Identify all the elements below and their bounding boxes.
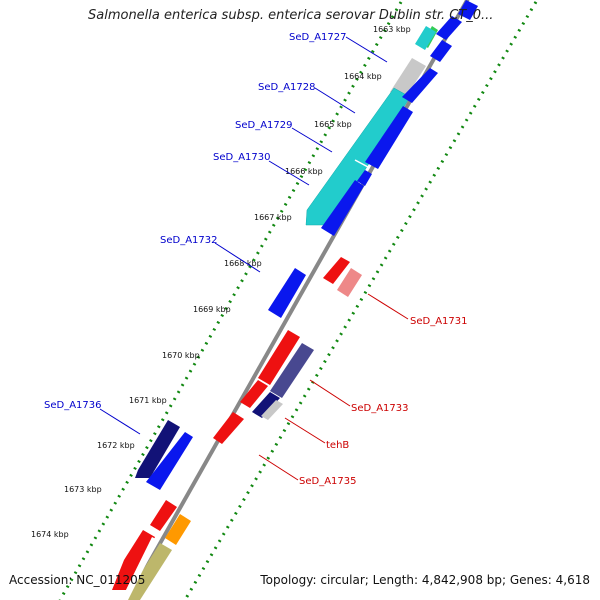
gene-label-SeD_A1727[interactable]: SeD_A1727	[289, 32, 347, 43]
genome-summary-text: Topology: circular; Length: 4,842,908 bp…	[260, 573, 590, 587]
tick-label-1670: 1670 kbp	[162, 351, 200, 360]
gene-feature-blue-1730	[321, 180, 364, 236]
tick-label-1668: 1668 kbp	[224, 259, 262, 268]
gene-feature-grey	[390, 58, 426, 100]
gene-feature-red-tehB	[240, 380, 268, 408]
tick-label-1672: 1672 kbp	[97, 441, 135, 450]
dotted-guide-right	[183, 0, 539, 600]
callout-line-1729	[291, 127, 333, 153]
gene-label-SeD_A1733[interactable]: SeD_A1733	[351, 403, 409, 414]
gene-label-SeD_A1728[interactable]: SeD_A1728	[258, 82, 316, 93]
tick-label-1664: 1664 kbp	[344, 72, 382, 81]
gene-label-SeD_A1735[interactable]: SeD_A1735	[299, 476, 357, 487]
tick-label-1666: 1666 kbp	[285, 167, 323, 176]
gene-label-SeD_A1730[interactable]: SeD_A1730	[213, 152, 271, 163]
tick-label-1671: 1671 kbp	[129, 396, 167, 405]
gene-feature-cyan-1	[415, 26, 436, 50]
dotted-guide-left	[58, 0, 404, 600]
accession-text: Accession: NC_011205	[9, 573, 146, 587]
gene-feature-blue-1729	[365, 106, 413, 169]
gene-feature-pink-1731b	[337, 268, 362, 297]
gene-feature-orange	[165, 514, 191, 545]
callout-line-1728	[314, 87, 356, 114]
gene-feature-blue-1728	[402, 68, 438, 103]
callout-line-1736	[99, 408, 141, 435]
gene-label-SeD_A1729[interactable]: SeD_A1729	[235, 120, 293, 131]
gene-feature-red-1731a	[323, 257, 350, 284]
gene-feature-blue-mid	[268, 268, 306, 318]
callout-line-1732	[214, 242, 261, 273]
gene-feature-navy-tehB	[252, 392, 280, 418]
gene-feature-blue-top-2	[436, 16, 462, 40]
gene-label-SeD_A1736[interactable]: SeD_A1736	[44, 400, 102, 411]
gene-feature-red-bottom-1	[150, 500, 177, 531]
gene-feature-cyan-split	[354, 159, 369, 168]
gene-feature-purple-1733	[270, 343, 314, 398]
gene-feature-khaki	[124, 543, 172, 600]
gene-feature-grey-small	[261, 400, 283, 420]
tick-label-1674: 1674 kbp	[31, 530, 69, 539]
callout-line-1733	[309, 379, 351, 407]
gene-feature-blue-left	[146, 432, 193, 490]
tick-label-1673: 1673 kbp	[64, 485, 102, 494]
gene-feature-blue-small	[357, 170, 372, 186]
tick-label-1663: 1663 kbp	[373, 25, 411, 34]
callout-line-tehB	[284, 417, 326, 444]
gene-feature-blue-top-1	[458, 0, 478, 20]
tick-label-1669: 1669 kbp	[193, 305, 231, 314]
callout-line-1735	[258, 454, 299, 481]
gene-feature-navy-1736	[135, 420, 180, 478]
gene-feature-white-stripe	[121, 537, 158, 600]
tick-label-1665: 1665 kbp	[314, 120, 352, 129]
gene-label-SeD_A1731[interactable]: SeD_A1731	[410, 316, 468, 327]
gene-feature-cyan-large	[305, 87, 411, 226]
gene-feature-red-bottom-2	[112, 530, 155, 590]
callout-line-1727	[345, 36, 388, 63]
map-title: Salmonella enterica subsp. enterica sero…	[88, 8, 494, 23]
gene-feature-blue-top-3	[430, 40, 452, 62]
gene-label-tehB[interactable]: tehB	[326, 440, 349, 451]
tick-label-1667: 1667 kbp	[254, 213, 292, 222]
callout-line-1730	[268, 160, 310, 186]
gene-label-SeD_A1732[interactable]: SeD_A1732	[160, 235, 218, 246]
gene-feature-red-1733-large	[258, 330, 300, 385]
gene-feature-red-1735	[213, 412, 244, 444]
callout-line-1731	[367, 293, 409, 320]
